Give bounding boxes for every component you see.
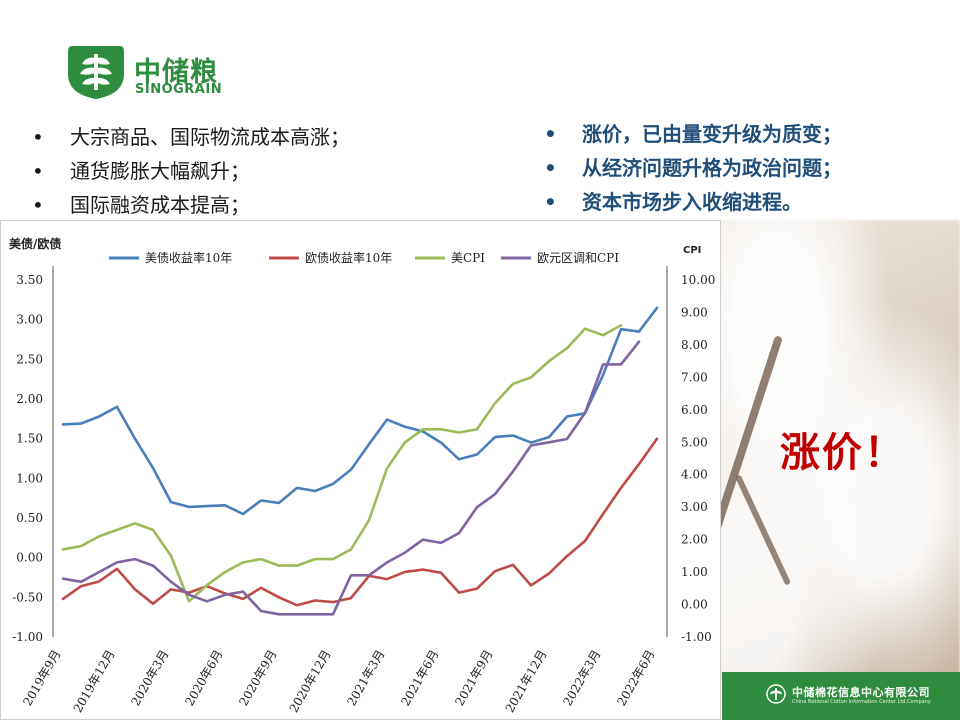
series-line [61,324,623,603]
x-tick-label: 2021年3月 [344,648,387,709]
left-tick-label: 2.50 [16,352,43,366]
bullet-item: 资本市场步入收缩进程。 [540,185,842,219]
series-line [61,306,659,516]
right-tick-label: 10.00 [681,273,715,287]
left-bullet-list: 大宗商品、国际物流成本高涨； 通货膨胀大幅飙升； 国际融资成本提高； [28,120,350,222]
left-tick-label: -1.00 [12,630,43,644]
x-tick-label: 2022年3月 [560,648,603,709]
x-tick-label: 2019年9月 [20,648,63,709]
series-line [61,340,641,616]
right-tick-label: 0.00 [681,598,708,612]
left-tick-label: 1.00 [16,471,43,485]
sinograin-logo-icon [68,46,124,99]
legend-label: 美CPI [451,251,485,265]
x-tick-label: 2020年6月 [182,648,225,709]
bullet-item: 大宗商品、国际物流成本高涨； [28,120,350,154]
bullet-item: 从经济问题升格为政治问题； [540,151,842,185]
right-tick-label: 5.00 [681,435,708,449]
legend-label: 欧债收益率10年 [305,250,392,265]
left-tick-label: -0.50 [12,590,43,604]
brand-name-en: SINOGRAIN [135,82,223,97]
x-tick-label: 2021年6月 [398,648,441,709]
right-tick-label: 6.00 [681,403,708,417]
x-tick-label: 2021年9月 [452,648,495,709]
right-tick-label: 9.00 [681,305,708,319]
x-tick-label: 2020年12月 [287,648,334,715]
x-tick-label: 2021年12月 [503,648,550,715]
left-tick-label: 1.50 [16,432,43,446]
cotton-center-logo-icon [766,684,786,704]
left-tick-label: 2.00 [16,392,43,406]
left-tick-label: 0.00 [16,551,43,565]
footer-company-name-cn: 中储棉花信息中心有限公司 [792,686,930,699]
x-tick-label: 2022年6月 [614,648,657,709]
left-tick-label: 3.50 [16,273,43,287]
left-tick-label: 0.50 [16,511,43,525]
legend-label: 美债收益率10年 [145,250,232,265]
right-tick-label: 7.00 [681,370,708,384]
bullet-item: 国际融资成本提高； [28,188,350,222]
brand-name-cn: 中储粮 [134,57,218,88]
right-tick-label: 8.00 [681,338,708,352]
right-bullet-list: 涨价，已由量变升级为质变； 从经济问题升格为政治问题； 资本市场步入收缩进程。 [540,117,842,219]
left-tick-label: 3.00 [16,313,43,327]
right-tick-label: -1.00 [681,630,712,644]
bullet-item: 涨价，已由量变升级为质变； [540,117,842,151]
footer-bar [722,672,960,720]
bond-yield-cpi-chart: 美债/欧债 CPI 3.50 3.00 2.50 2.00 1.50 1.00 0.50 0.00… [0,220,721,720]
right-tick-label: 4.00 [681,468,708,482]
x-tick-label: 2019年12月 [71,648,118,715]
right-axis-title: CPI [683,245,701,256]
footer-company-name-en: China National Cotton Information Center… [792,699,931,705]
x-tick-label: 2020年3月 [128,648,171,709]
x-tick-label: 2020年9月 [236,648,279,709]
legend-label: 欧元区调和CPI [537,251,619,265]
left-axis-title: 美债/欧债 [9,236,61,251]
series-line [61,437,659,607]
right-tick-label: 2.00 [681,533,708,547]
right-tick-label: 1.00 [681,565,708,579]
bullet-item: 通货膨胀大幅飙升； [28,154,350,188]
line-chart: 美债/欧债 CPI 3.50 3.00 2.50 2.00 1.50 1.00 0.50 0.00… [9,236,715,715]
right-tick-label: 3.00 [681,500,708,514]
price-rise-callout: 涨价！ [780,429,906,476]
